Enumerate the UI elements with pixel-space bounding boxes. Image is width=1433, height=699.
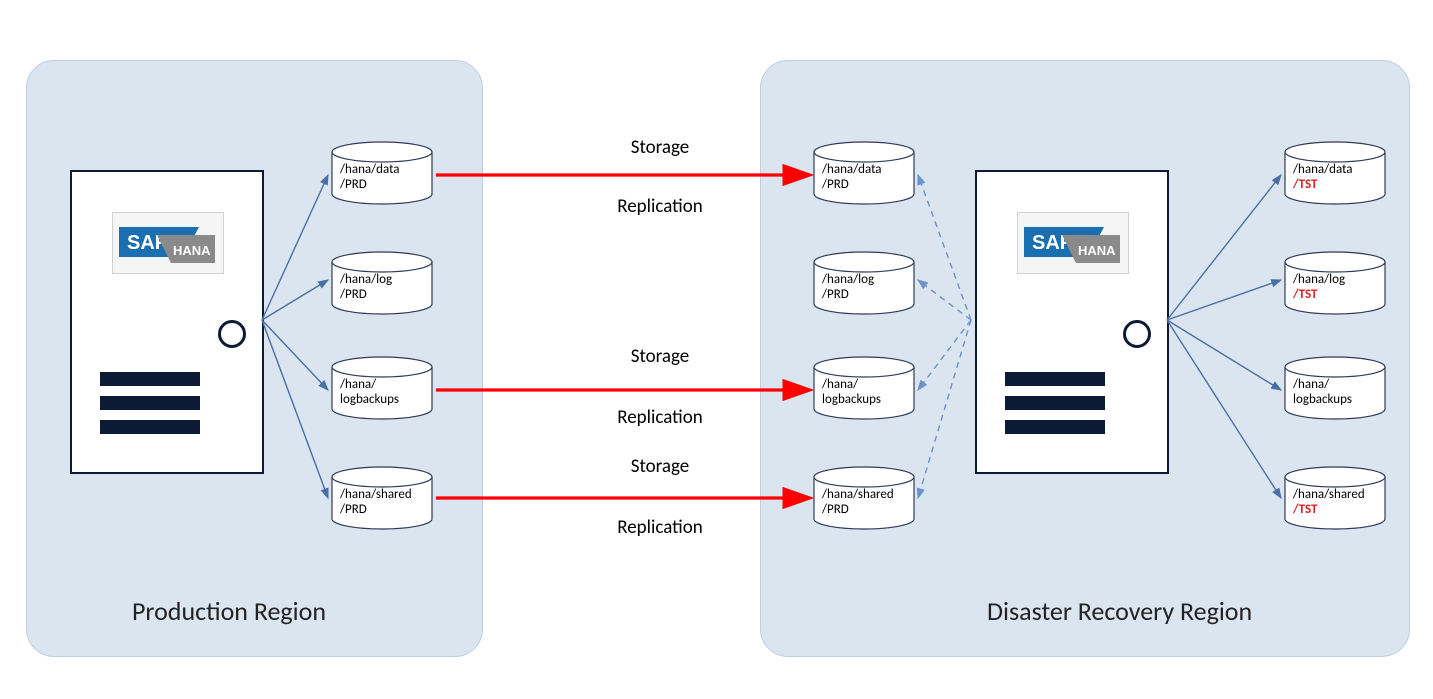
replication-label-3-top: Storage bbox=[560, 455, 760, 478]
cylinder-dr-data: /hana/data/PRD bbox=[812, 140, 916, 206]
cylinder-prod-shared: /hana/shared/PRD bbox=[330, 465, 434, 531]
diagram-canvas: Production Region Disaster Recovery Regi… bbox=[0, 0, 1433, 699]
cylinder-tst-log: /hana/log/TST bbox=[1283, 250, 1387, 316]
prod-server-icon: SAP HANA bbox=[70, 170, 264, 474]
cylinder-tst-logbackups: /hana/logbackups bbox=[1283, 355, 1387, 421]
sap-hana-logo-icon: SAP HANA bbox=[112, 212, 224, 274]
replication-label-3-bottom: Replication bbox=[560, 516, 760, 539]
cylinder-dr-log: /hana/log/PRD bbox=[812, 250, 916, 316]
dr-server-icon: SAP HANA bbox=[975, 170, 1169, 474]
cylinder-prod-data: /hana/data/PRD bbox=[330, 140, 434, 206]
svg-text:HANA: HANA bbox=[173, 243, 211, 258]
replication-label-2-bottom: Replication bbox=[560, 406, 760, 429]
replication-label-1-bottom: Replication bbox=[560, 195, 760, 218]
cylinder-prod-log: /hana/log/PRD bbox=[330, 250, 434, 316]
cylinder-tst-shared: /hana/shared/TST bbox=[1283, 465, 1387, 531]
replication-label-2-top: Storage bbox=[560, 345, 760, 368]
cylinder-tst-data: /hana/data/TST bbox=[1283, 140, 1387, 206]
cylinder-dr-logbackups: /hana/logbackups bbox=[812, 355, 916, 421]
replication-arrows bbox=[436, 175, 808, 498]
sap-hana-logo-icon: SAP HANA bbox=[1017, 212, 1129, 274]
cylinder-dr-shared: /hana/shared/PRD bbox=[812, 465, 916, 531]
svg-text:HANA: HANA bbox=[1078, 243, 1116, 258]
production-region-label: Production Region bbox=[132, 595, 326, 627]
dr-region-label: Disaster Recovery Region bbox=[987, 595, 1252, 627]
cylinder-prod-logbackups: /hana/logbackups bbox=[330, 355, 434, 421]
replication-label-1-top: Storage bbox=[560, 136, 760, 159]
